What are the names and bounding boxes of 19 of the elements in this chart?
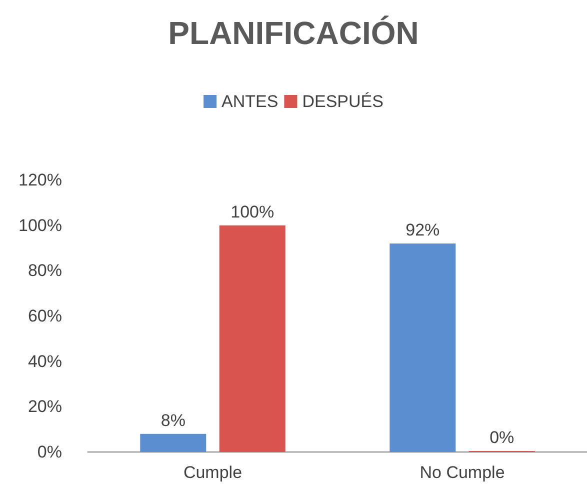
legend-label: DESPUÉS [302,92,384,111]
chart-title: PLANIFICACIÓN [168,15,419,51]
bar [140,434,206,452]
data-label: 8% [160,410,186,430]
data-label: 92% [406,220,440,240]
legend-label: ANTES [222,92,278,111]
bar [390,243,456,452]
y-tick-label: 40% [28,352,62,371]
data-label: 0% [490,428,514,447]
y-tick-label: 120% [18,170,62,190]
y-tick-label: 0% [37,442,62,462]
x-tick-label: No Cumple [420,463,505,482]
y-tick-label: 100% [18,216,62,235]
data-label: 100% [230,202,274,222]
x-tick-label: Cumple [183,463,242,482]
bar [219,225,286,452]
y-tick-label: 80% [28,261,62,280]
y-tick-label: 60% [28,306,62,326]
y-tick-label: 20% [28,397,62,416]
